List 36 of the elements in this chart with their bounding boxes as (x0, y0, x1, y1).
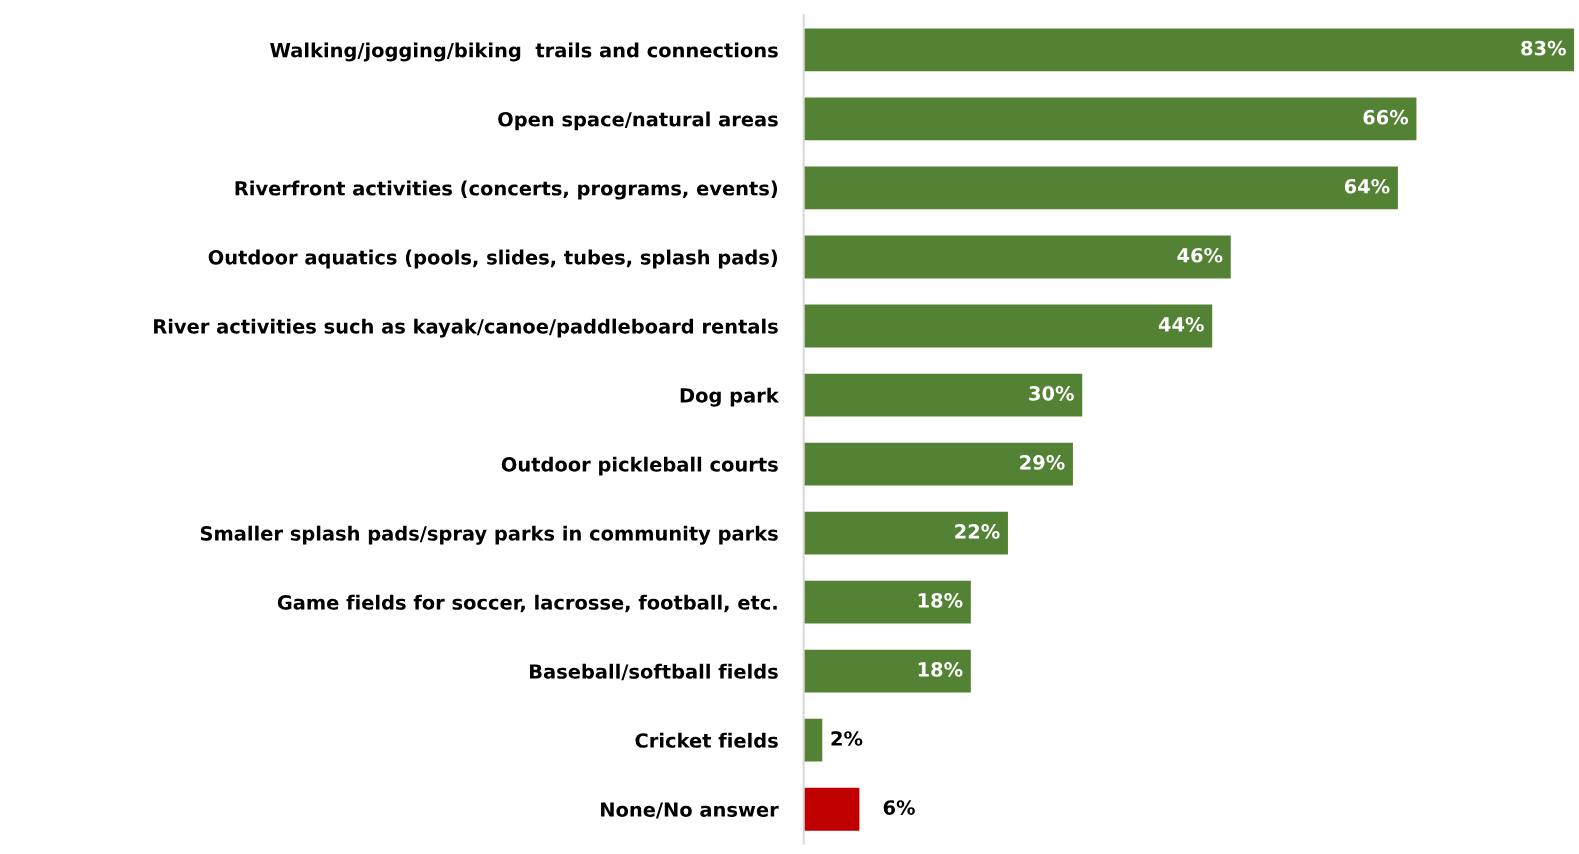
bar (803, 97, 1417, 141)
y-tick-label: Dog park (680, 387, 780, 407)
data-label: 2% (831, 731, 863, 746)
bar (803, 580, 971, 624)
y-tick-label: Riverfront activities (concerts, programs, events) (235, 180, 778, 200)
data-label: 29% (1020, 455, 1065, 470)
data-label: 18% (918, 662, 963, 677)
bar (803, 787, 860, 831)
data-label: 66% (1363, 109, 1409, 125)
bar (803, 649, 971, 693)
y-tick-label: Outdoor aquatics (pools, slides, tubes, splash pads) (208, 249, 778, 269)
bar (803, 442, 1073, 486)
data-label: 6% (883, 800, 915, 815)
y-tick-label: River activities such as kayak/canoe/paddleboard rentals (154, 318, 778, 338)
bar (803, 235, 1231, 279)
data-label: 22% (955, 524, 1000, 539)
y-tick-label: None/No answer (601, 802, 779, 819)
data-label: 18% (918, 593, 963, 608)
y-tick-label: Cricket fields (635, 732, 778, 748)
y-tick-label: Baseball/softball fields (530, 663, 778, 681)
data-label: 44% (1158, 316, 1204, 332)
data-label: 83% (1521, 40, 1566, 56)
y-tick-label: Open space/natural areas (498, 111, 778, 131)
bar (803, 304, 1213, 348)
bar (803, 28, 1575, 72)
y-tick-label: Outdoor pickleball courts (501, 456, 778, 476)
bar (803, 718, 823, 762)
data-label: 64% (1344, 178, 1390, 194)
y-tick-label: Walking/jogging/biking trails and connections (270, 42, 778, 62)
data-label: 30% (1029, 385, 1074, 401)
bar (803, 373, 1083, 417)
data-label: 46% (1177, 247, 1223, 263)
bar (803, 511, 1008, 555)
y-tick-label: Game fields for soccer, lacrosse, football, etc. (277, 594, 777, 613)
bar (803, 166, 1398, 210)
y-tick-label: Smaller splash pads/spray parks in community parks (200, 525, 778, 545)
